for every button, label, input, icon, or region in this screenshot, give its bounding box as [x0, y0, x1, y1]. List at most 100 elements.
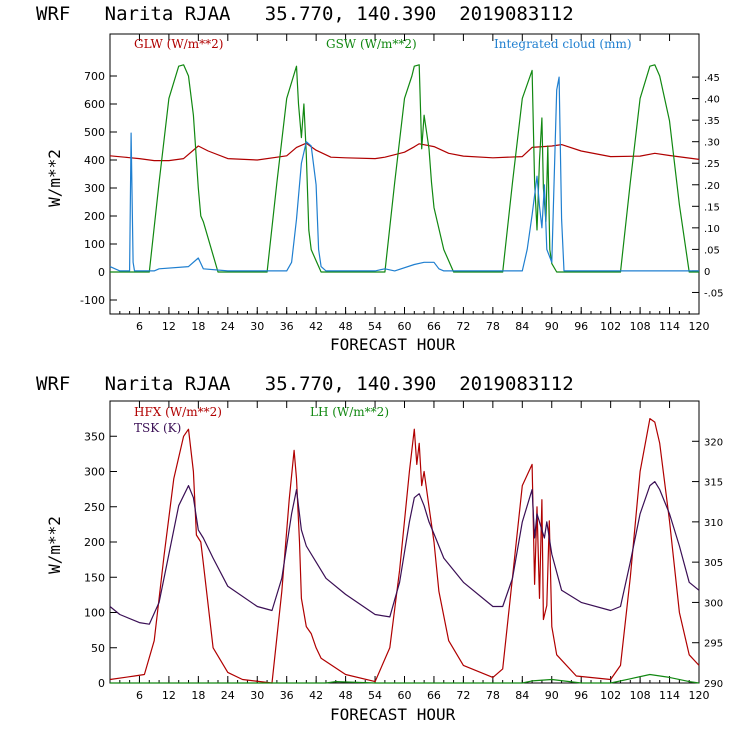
axis-ticks: 6 12 18 24 30 36 42 48 54 60 66 72 78 84 90 96 102 108 114…	[84, 401, 723, 702]
x-tick-label: 84	[515, 320, 529, 333]
x-tick-label: 108	[630, 320, 651, 333]
x-tick-label: 36	[280, 689, 294, 702]
legend-entry: GSW (W/m**2)	[326, 37, 417, 51]
series-line-glw	[109, 142, 700, 162]
x-tick-label: 48	[339, 320, 353, 333]
x-tick-label: 78	[486, 320, 500, 333]
plot-frame	[109, 400, 700, 684]
x-tick-label: 120	[689, 689, 710, 702]
chart-title: WRF Narita RJAA 35.770, 140.390 20190831…	[36, 373, 574, 395]
x-tick-label: 12	[162, 320, 176, 333]
chart-title: WRF Narita RJAA 35.770, 140.390 20190831…	[36, 3, 574, 25]
y2-tick-label: 320	[704, 437, 723, 448]
x-tick-label: 18	[191, 689, 205, 702]
y-tick-label: 250	[84, 501, 105, 514]
x-tick-label: 96	[574, 320, 588, 333]
legend-entry: HFX (W/m**2)	[134, 405, 222, 419]
y2-tick-label: 315	[704, 478, 723, 489]
x-tick-label: 84	[515, 689, 529, 702]
y-tick-label: 100	[84, 607, 105, 620]
y2-tick-label: 290	[704, 679, 723, 690]
y-tick-label: 400	[84, 154, 105, 167]
y2-tick-label: 305	[704, 558, 723, 569]
y-tick-label: 600	[84, 98, 105, 111]
x-tick-label: 114	[659, 689, 680, 702]
y2-tick-label: .20	[704, 181, 720, 192]
y2-tick-label: .40	[704, 95, 720, 106]
y2-tick-label: .35	[704, 116, 720, 127]
y-tick-label: 300	[84, 182, 105, 195]
series-line-gsw	[110, 64, 699, 273]
y2-tick-label: .15	[704, 202, 720, 213]
y2-tick-label: .45	[704, 73, 720, 84]
series-line-lh	[110, 673, 700, 684]
chart-bottom: WRF Narita RJAA 35.770, 140.390 20190831…	[36, 373, 723, 724]
x-tick-label: 6	[136, 320, 143, 333]
y2-tick-label: .10	[704, 224, 720, 235]
x-tick-label: 54	[368, 689, 382, 702]
x-tick-label: 102	[600, 689, 621, 702]
y2-tick-label: 310	[704, 518, 723, 529]
y-tick-label: 200	[84, 210, 105, 223]
x-axis-label: FORECAST HOUR	[330, 705, 456, 724]
y2-tick-label: 295	[704, 639, 723, 650]
y-tick-label: 0	[98, 677, 105, 690]
x-tick-label: 90	[545, 689, 559, 702]
series-line-hfx	[109, 418, 700, 684]
x-tick-label: 42	[309, 689, 323, 702]
y-tick-label: 700	[84, 70, 105, 83]
y-tick-label: 150	[84, 571, 105, 584]
y-axis-label: W/m**2	[45, 149, 64, 207]
x-tick-label: 72	[456, 689, 470, 702]
y-tick-label: -100	[80, 294, 105, 307]
y2-tick-label: .25	[704, 159, 720, 170]
series-group	[109, 64, 700, 273]
x-tick-label: 66	[427, 689, 441, 702]
x-tick-label: 30	[250, 689, 264, 702]
x-tick-label: 66	[427, 320, 441, 333]
x-tick-label: 42	[309, 320, 323, 333]
x-tick-label: 60	[398, 320, 412, 333]
x-tick-label: 90	[545, 320, 559, 333]
legend-entry: TSK (K)	[134, 421, 181, 435]
y2-tick-label: 300	[704, 598, 723, 609]
series-line-integrated	[109, 76, 699, 272]
x-tick-label: 24	[221, 689, 235, 702]
y-tick-label: 500	[84, 126, 105, 139]
x-tick-label: 78	[486, 689, 500, 702]
x-tick-label: 96	[574, 689, 588, 702]
y-tick-label: 350	[84, 430, 105, 443]
x-tick-label: 114	[659, 320, 680, 333]
x-tick-label: 102	[600, 320, 621, 333]
axis-ticks: 6 12 18 24 30 36 42 48 54 60 66 72 78 84 90 96 102 108 114…	[80, 34, 724, 333]
x-tick-label: 108	[630, 689, 651, 702]
series-group	[109, 418, 700, 684]
legend-entry: LH (W/m**2)	[310, 405, 389, 419]
x-tick-label: 30	[250, 320, 264, 333]
x-tick-label: 6	[136, 689, 143, 702]
x-tick-label: 18	[191, 320, 205, 333]
y-tick-label: 300	[84, 466, 105, 479]
x-tick-label: 72	[456, 320, 470, 333]
y2-tick-label: .05	[704, 245, 720, 256]
legend-entry: Integrated cloud (mm)	[494, 37, 632, 51]
y2-tick-label: 0	[704, 267, 710, 278]
series-line-tsk	[109, 481, 700, 625]
x-tick-label: 120	[689, 320, 710, 333]
x-tick-label: 12	[162, 689, 176, 702]
x-tick-label: 36	[280, 320, 294, 333]
x-tick-label: 48	[339, 689, 353, 702]
y2-tick-label: -.05	[704, 288, 724, 299]
y-tick-label: 50	[91, 642, 105, 655]
x-tick-label: 24	[221, 320, 235, 333]
y-axis-label: W/m**2	[45, 516, 64, 574]
chart-top: WRF Narita RJAA 35.770, 140.390 20190831…	[36, 3, 724, 354]
y-tick-label: 100	[84, 238, 105, 251]
legend-entry: GLW (W/m**2)	[134, 37, 223, 51]
x-tick-label: 54	[368, 320, 382, 333]
x-tick-label: 60	[398, 689, 412, 702]
x-axis-label: FORECAST HOUR	[330, 335, 456, 354]
y-tick-label: 200	[84, 536, 105, 549]
y-tick-label: 0	[98, 266, 105, 279]
